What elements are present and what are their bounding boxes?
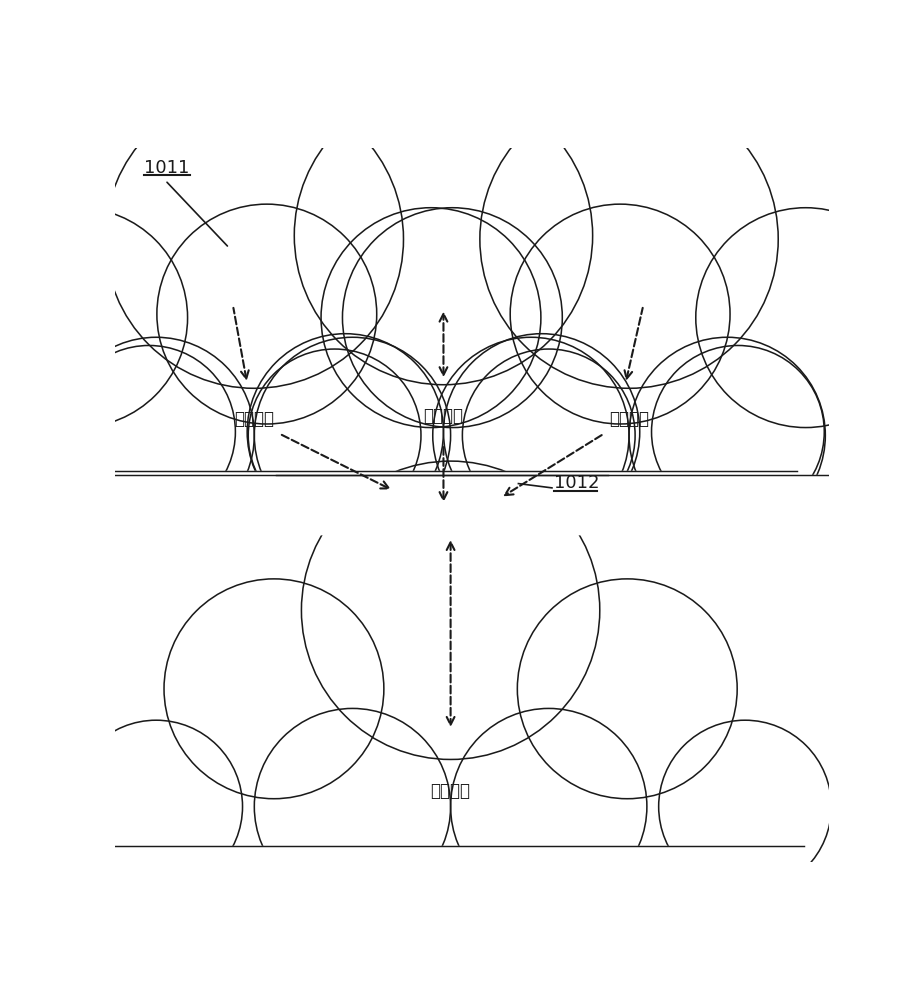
Ellipse shape	[353, 485, 391, 547]
Polygon shape	[200, 208, 303, 277]
Polygon shape	[580, 266, 630, 337]
Circle shape	[295, 86, 592, 385]
Polygon shape	[300, 208, 327, 261]
Circle shape	[629, 337, 825, 534]
Polygon shape	[384, 266, 433, 337]
Circle shape	[70, 720, 242, 893]
Circle shape	[254, 337, 450, 534]
Polygon shape	[203, 219, 327, 319]
Polygon shape	[350, 386, 499, 485]
Ellipse shape	[302, 219, 329, 262]
Circle shape	[837, 349, 921, 522]
Text: 1012: 1012	[554, 474, 600, 492]
Circle shape	[695, 208, 915, 428]
Polygon shape	[355, 402, 534, 546]
Polygon shape	[578, 258, 593, 273]
Ellipse shape	[247, 256, 273, 288]
Circle shape	[651, 345, 824, 518]
Ellipse shape	[402, 277, 428, 319]
Circle shape	[58, 337, 254, 534]
Circle shape	[254, 708, 450, 905]
Polygon shape	[500, 208, 527, 261]
Ellipse shape	[253, 264, 266, 281]
Ellipse shape	[698, 219, 725, 262]
Ellipse shape	[502, 219, 529, 262]
Polygon shape	[596, 208, 699, 277]
Text: 1011: 1011	[144, 159, 189, 177]
Circle shape	[0, 208, 188, 428]
Ellipse shape	[453, 264, 466, 281]
Text: 无线网络: 无线网络	[234, 410, 274, 428]
Circle shape	[249, 349, 421, 522]
Ellipse shape	[427, 466, 446, 491]
Circle shape	[510, 204, 730, 424]
Polygon shape	[182, 258, 197, 273]
Circle shape	[444, 334, 640, 530]
Ellipse shape	[202, 277, 228, 319]
Circle shape	[659, 720, 832, 893]
Circle shape	[157, 204, 377, 424]
Polygon shape	[495, 386, 534, 463]
Polygon shape	[382, 258, 397, 273]
Ellipse shape	[649, 264, 662, 281]
Circle shape	[321, 208, 541, 428]
Polygon shape	[328, 470, 399, 572]
Text: 无线网络: 无线网络	[609, 410, 649, 428]
Circle shape	[63, 345, 236, 518]
Ellipse shape	[598, 277, 624, 319]
Circle shape	[105, 90, 403, 388]
Polygon shape	[696, 208, 724, 261]
Circle shape	[462, 349, 635, 522]
Polygon shape	[402, 219, 527, 319]
Polygon shape	[599, 219, 724, 319]
Circle shape	[480, 90, 778, 388]
Ellipse shape	[497, 401, 536, 463]
Circle shape	[247, 334, 444, 530]
Text: 无线网络: 无线网络	[424, 407, 463, 425]
Polygon shape	[184, 266, 233, 337]
Polygon shape	[400, 208, 503, 277]
Text: 无线网络: 无线网络	[431, 782, 471, 800]
Circle shape	[518, 579, 737, 799]
Circle shape	[433, 337, 629, 534]
Circle shape	[0, 349, 46, 522]
Circle shape	[343, 208, 563, 428]
Ellipse shape	[418, 455, 455, 502]
Polygon shape	[325, 459, 345, 480]
Circle shape	[450, 708, 647, 905]
Circle shape	[164, 579, 384, 799]
Circle shape	[301, 461, 600, 759]
Ellipse shape	[643, 256, 669, 288]
Ellipse shape	[447, 256, 472, 288]
